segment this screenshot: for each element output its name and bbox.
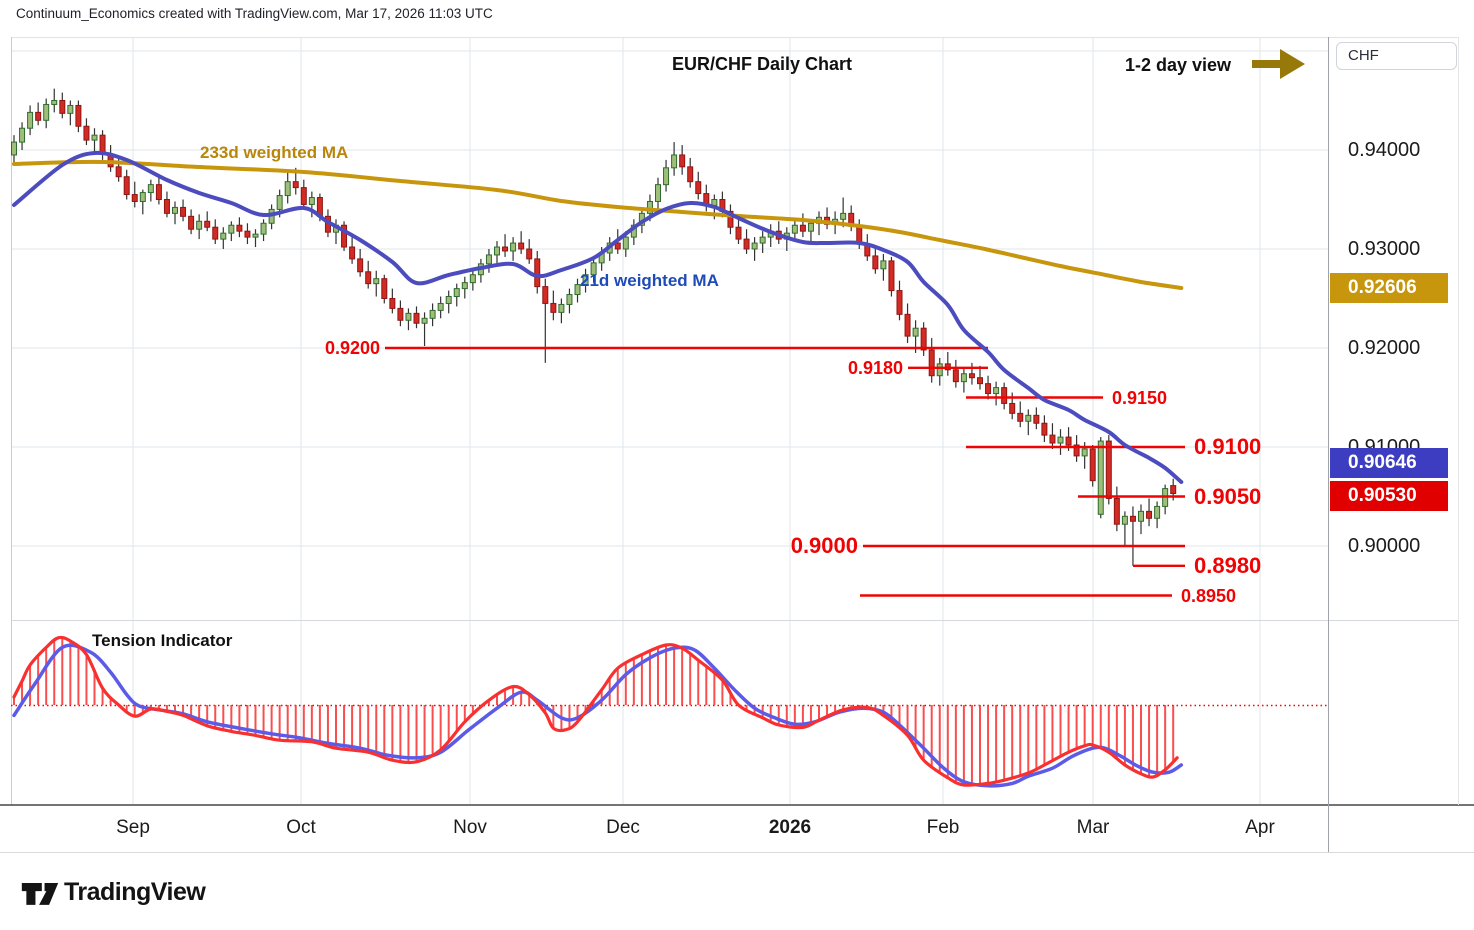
credit-line: Continuum_Economics created with Trading… <box>16 6 493 21</box>
view-note-label: 1-2 day view <box>1124 55 1232 75</box>
tradingview-logo-text: TradingView <box>64 878 206 906</box>
time-label: Mar <box>1076 817 1110 838</box>
price-tick: 0.93000 <box>1348 238 1421 260</box>
time-label: Dec <box>606 817 640 838</box>
level-label: 0.9200 <box>324 338 380 358</box>
ma233-label: 233d weighted MA <box>200 143 349 162</box>
level-label: 0.9100 <box>1194 434 1262 459</box>
time-label: Sep <box>116 817 150 838</box>
price-badge: 0.92606 <box>1330 273 1448 303</box>
price-tick: 0.90000 <box>1348 535 1421 557</box>
symbol-box: CHF <box>1336 42 1457 70</box>
chart-title: EUR/CHF Daily Chart <box>671 54 853 74</box>
time-label: Oct <box>286 817 316 838</box>
price-tick: 0.92000 <box>1348 337 1421 359</box>
level-label: 0.8950 <box>1181 585 1237 606</box>
level-label: 0.8980 <box>1194 552 1262 578</box>
symbol-label: CHF <box>1348 47 1379 64</box>
time-label: Feb <box>926 817 960 838</box>
time-label: Nov <box>453 817 487 838</box>
tradingview-logo-icon <box>20 876 60 915</box>
price-tick: 0.94000 <box>1348 139 1421 161</box>
time-label: 2026 <box>768 817 812 838</box>
price-badge: 0.90646 <box>1330 448 1448 478</box>
level-label: 0.9150 <box>1112 387 1168 408</box>
ma21-label: 21d weighted MA <box>580 271 719 290</box>
tradingview-logo[interactable]: TradingView <box>20 874 280 918</box>
price-badge: 0.90530 <box>1330 481 1448 511</box>
right-arrow-icon <box>1252 46 1306 82</box>
time-label: Apr <box>1245 817 1275 838</box>
level-label: 0.9180 <box>847 357 903 378</box>
level-label: 0.9000 <box>790 533 858 558</box>
tension-indicator-label: Tension Indicator <box>92 631 233 650</box>
level-label: 0.9050 <box>1194 483 1262 509</box>
